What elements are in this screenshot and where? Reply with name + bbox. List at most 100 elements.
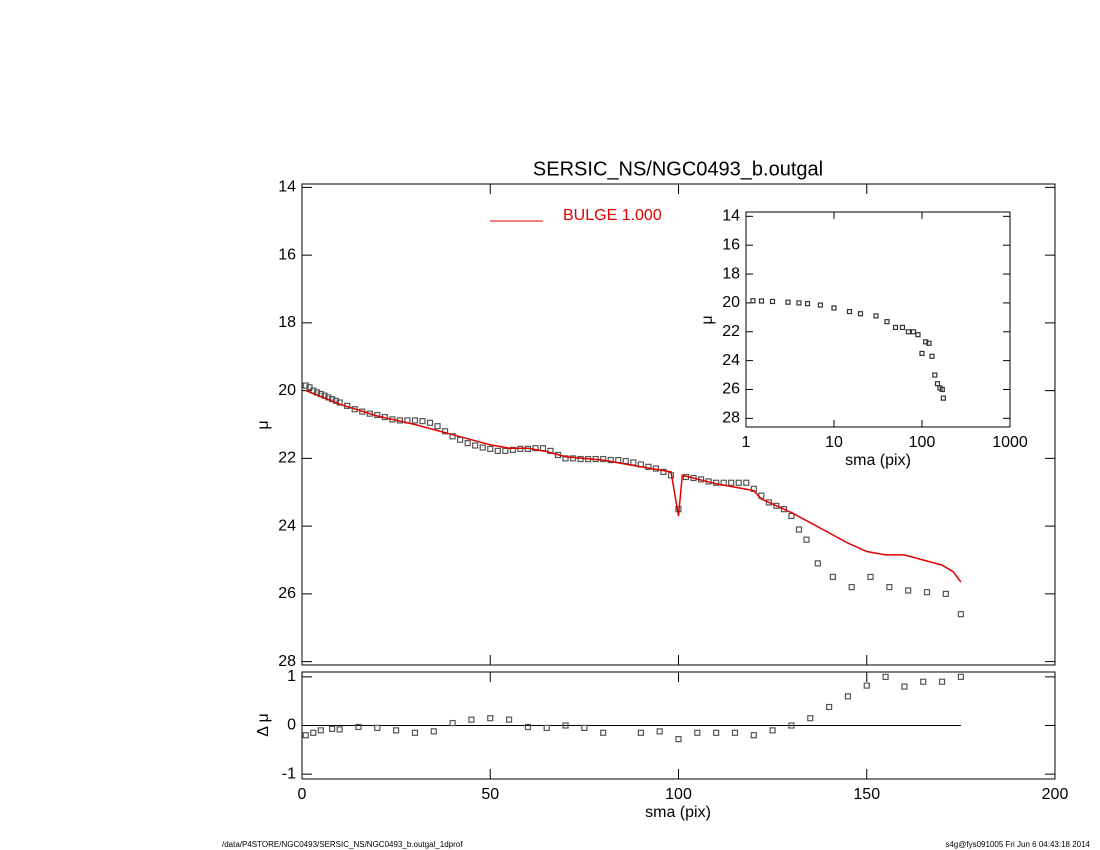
y-tick-label: 28 <box>722 410 740 427</box>
data-point <box>645 463 652 470</box>
data-point <box>886 583 893 591</box>
y-tick-label: 22 <box>722 323 740 340</box>
data-point <box>882 673 889 680</box>
data-point <box>807 715 814 722</box>
data-point <box>505 716 513 723</box>
data-point <box>857 311 864 317</box>
y-axis-label: μ <box>699 315 716 324</box>
data-point <box>780 506 788 513</box>
data-point <box>848 583 855 591</box>
data-point <box>817 302 823 308</box>
data-point <box>773 502 780 509</box>
data-point <box>899 324 906 331</box>
data-point <box>795 526 803 533</box>
data-point <box>901 683 908 690</box>
data-point <box>419 418 426 425</box>
data-point <box>926 340 932 346</box>
data-point <box>743 479 750 486</box>
data-point <box>804 301 811 307</box>
data-point <box>306 384 313 391</box>
data-point <box>765 499 772 506</box>
data-point <box>910 329 917 335</box>
data-point <box>509 446 516 454</box>
footer-path: /data/P4STORE/NGC0493/SERSIC_NS/NGC0493_… <box>222 840 463 849</box>
data-point <box>487 445 494 452</box>
data-point <box>929 353 935 359</box>
data-point <box>502 447 509 455</box>
data-point <box>317 727 324 734</box>
y-tick-label: 0 <box>287 717 296 734</box>
inset-frame <box>745 211 1011 428</box>
y-tick-label: 20 <box>722 294 740 311</box>
data-point <box>577 455 584 463</box>
y-tick-label: 24 <box>278 517 296 534</box>
data-point <box>814 560 821 567</box>
data-point <box>920 678 927 685</box>
data-point <box>581 724 588 732</box>
data-point <box>825 703 833 711</box>
data-point <box>302 382 309 389</box>
x-tick-label: 10 <box>825 434 843 451</box>
data-point <box>915 332 921 338</box>
data-point <box>905 587 912 594</box>
data-point <box>905 329 911 335</box>
data-point <box>411 417 419 424</box>
model-line <box>305 389 962 583</box>
data-point <box>919 350 925 357</box>
data-point <box>713 729 720 736</box>
data-point <box>884 319 890 325</box>
y-axis-label: μ <box>255 420 272 429</box>
x-axis-label: sma (pix) <box>645 804 711 821</box>
data-point <box>562 455 569 462</box>
data-point <box>329 725 336 733</box>
data-point <box>769 298 776 305</box>
data-point <box>457 436 464 443</box>
data-point <box>637 729 644 736</box>
data-point <box>750 732 757 739</box>
data-point <box>449 719 456 727</box>
data-point <box>600 455 607 463</box>
data-point <box>547 447 554 455</box>
data-point <box>562 722 569 729</box>
data-point <box>607 456 614 464</box>
data-point <box>940 395 946 401</box>
data-point <box>785 299 791 305</box>
data-point <box>923 589 931 596</box>
data-point <box>831 305 837 311</box>
x-tick-label: 200 <box>1042 786 1069 803</box>
footer-stamp: s4g@fys091005 Fri Jun 6 04:43:18 2014 <box>945 840 1090 849</box>
data-point <box>302 732 309 739</box>
y-tick-label: 28 <box>278 653 296 670</box>
data-point <box>468 716 475 723</box>
data-point <box>393 727 400 734</box>
data-point <box>336 726 343 733</box>
y-tick-label: 1 <box>287 668 296 685</box>
data-point <box>600 729 607 736</box>
data-point <box>656 728 663 735</box>
data-point <box>803 536 810 543</box>
data-point <box>532 445 539 452</box>
data-point <box>675 736 682 743</box>
data-point <box>494 447 501 455</box>
data-point <box>892 324 899 331</box>
x-tick-label: 100 <box>665 786 692 803</box>
data-point <box>622 457 629 465</box>
data-point <box>863 682 870 689</box>
x-tick-label: 150 <box>853 786 880 803</box>
data-point <box>426 419 434 426</box>
data-point <box>844 693 852 700</box>
data-point <box>788 722 795 729</box>
data-point <box>430 728 437 735</box>
data-point <box>569 455 577 462</box>
data-point <box>487 715 494 722</box>
data-point <box>479 444 486 451</box>
y-tick-label: 18 <box>722 265 740 282</box>
legend-label: BULGE 1.000 <box>563 207 662 224</box>
chart-title: SERSIC_NS/NGC0493_b.outgal <box>533 158 823 180</box>
y-tick-label: 26 <box>722 381 740 398</box>
data-point <box>543 724 550 732</box>
y-tick-label: 18 <box>278 314 296 331</box>
data-point <box>728 479 735 486</box>
y-tick-label: 14 <box>278 179 296 196</box>
